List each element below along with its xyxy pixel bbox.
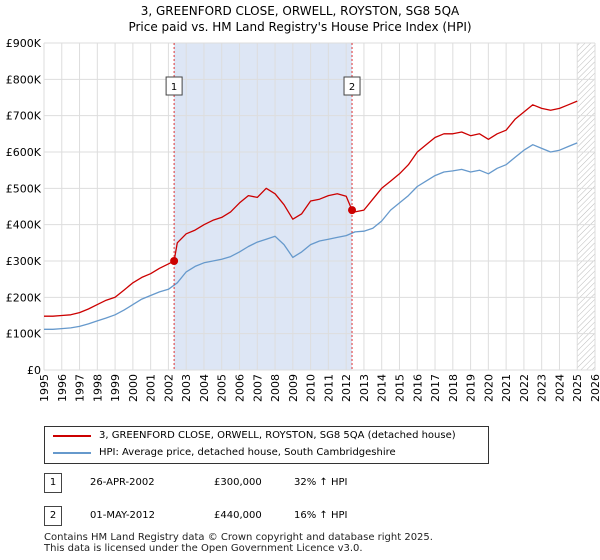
transaction-row: 2 01-MAY-2012 £440,000 16% ↑ HPI xyxy=(44,506,504,526)
x-tick-label: 2004 xyxy=(198,374,211,402)
x-tick-label: 2021 xyxy=(500,374,513,402)
x-tick-label: 2003 xyxy=(180,374,193,402)
sale-period-band xyxy=(174,43,353,370)
forecast-hatch xyxy=(577,43,595,370)
x-tick-label: 1995 xyxy=(38,374,51,402)
x-tick-label: 2017 xyxy=(429,374,442,402)
y-tick-label: £900K xyxy=(6,37,42,50)
x-tick-label: 1999 xyxy=(109,374,122,402)
y-tick-label: £700K xyxy=(6,110,42,123)
x-tick-label: 2008 xyxy=(269,374,282,402)
transaction-hpi-change: 32% ↑ HPI xyxy=(294,477,348,488)
price-chart: 1 2 £0 £100K £200K £300K £400K £500K £600K £700K… xyxy=(6,37,600,402)
y-tick-label: £100K xyxy=(6,328,42,341)
transaction-hpi-change: 16% ↑ HPI xyxy=(294,510,348,521)
sale-point xyxy=(348,206,357,215)
legend-label-hpi: HPI: Average price, detached house, Sout… xyxy=(99,447,396,458)
sale-label-box xyxy=(343,76,361,96)
x-tick-label: 2015 xyxy=(393,374,406,402)
x-tick-label: 2010 xyxy=(305,374,318,402)
x-tick-label: 2007 xyxy=(251,374,264,402)
y-tick-label: £300K xyxy=(6,255,42,268)
x-tick-label: 1997 xyxy=(74,374,87,402)
x-tick-label: 2026 xyxy=(589,374,600,402)
x-tick-label: 2009 xyxy=(287,374,300,402)
x-tick-label: 1998 xyxy=(91,374,104,402)
legend: 3, GREENFORD CLOSE, ORWELL, ROYSTON, SG8… xyxy=(44,426,489,464)
y-tick-label: £200K xyxy=(6,291,42,304)
x-tick-label: 2013 xyxy=(358,374,371,402)
transaction-date: 26-APR-2002 xyxy=(90,477,155,488)
transaction-marker: 1 xyxy=(44,473,62,493)
y-tick-label: £600K xyxy=(6,146,42,159)
sale-point xyxy=(170,257,179,265)
transaction-date: 01-MAY-2012 xyxy=(90,510,156,521)
transaction-row: 1 26-APR-2002 £300,000 32% ↑ HPI xyxy=(44,473,504,493)
transaction-price: £300,000 xyxy=(214,477,262,488)
x-tick-label: 2011 xyxy=(322,374,335,402)
y-tick-label: £500K xyxy=(6,182,42,195)
x-tick-label: 2020 xyxy=(482,374,495,402)
x-tick-label: 2023 xyxy=(536,374,549,402)
y-tick-label: £0 xyxy=(27,364,41,377)
y-tick-label: £800K xyxy=(6,73,42,86)
footer-license: This data is licensed under the Open Gov… xyxy=(44,543,363,554)
legend-swatch-hpi xyxy=(53,452,91,454)
x-tick-label: 2012 xyxy=(340,374,353,402)
x-tick-label: 2018 xyxy=(447,374,460,402)
x-tick-label: 2019 xyxy=(465,374,478,402)
x-tick-label: 2001 xyxy=(145,374,158,402)
series-line-hpi xyxy=(44,142,578,330)
chart-subtitle: Price paid vs. HM Land Registry's House … xyxy=(128,20,472,34)
transaction-price: £440,000 xyxy=(214,510,262,521)
x-tick-label: 2025 xyxy=(571,374,584,402)
x-tick-label: 2006 xyxy=(234,374,247,402)
sale-label-box xyxy=(165,76,183,96)
series-line-property xyxy=(44,100,578,317)
legend-swatch-property xyxy=(53,435,91,437)
x-tick-label: 2016 xyxy=(411,374,424,402)
legend-label-property: 3, GREENFORD CLOSE, ORWELL, ROYSTON, SG8… xyxy=(99,430,456,441)
transaction-marker: 2 xyxy=(44,506,62,526)
x-tick-label: 1996 xyxy=(56,374,69,402)
sale-label: 1 xyxy=(171,82,177,93)
x-tick-label: 2002 xyxy=(162,374,175,402)
footer-copyright: Contains HM Land Registry data © Crown c… xyxy=(44,532,433,543)
sale-label: 2 xyxy=(349,82,355,93)
x-tick-label: 2000 xyxy=(127,374,140,402)
x-tick-label: 2014 xyxy=(376,374,389,402)
x-tick-label: 2022 xyxy=(518,374,531,402)
chart-title: 3, GREENFORD CLOSE, ORWELL, ROYSTON, SG8… xyxy=(140,4,460,18)
x-tick-label: 2024 xyxy=(553,374,566,402)
y-tick-label: £400K xyxy=(6,219,42,232)
x-tick-label: 2005 xyxy=(216,374,229,402)
